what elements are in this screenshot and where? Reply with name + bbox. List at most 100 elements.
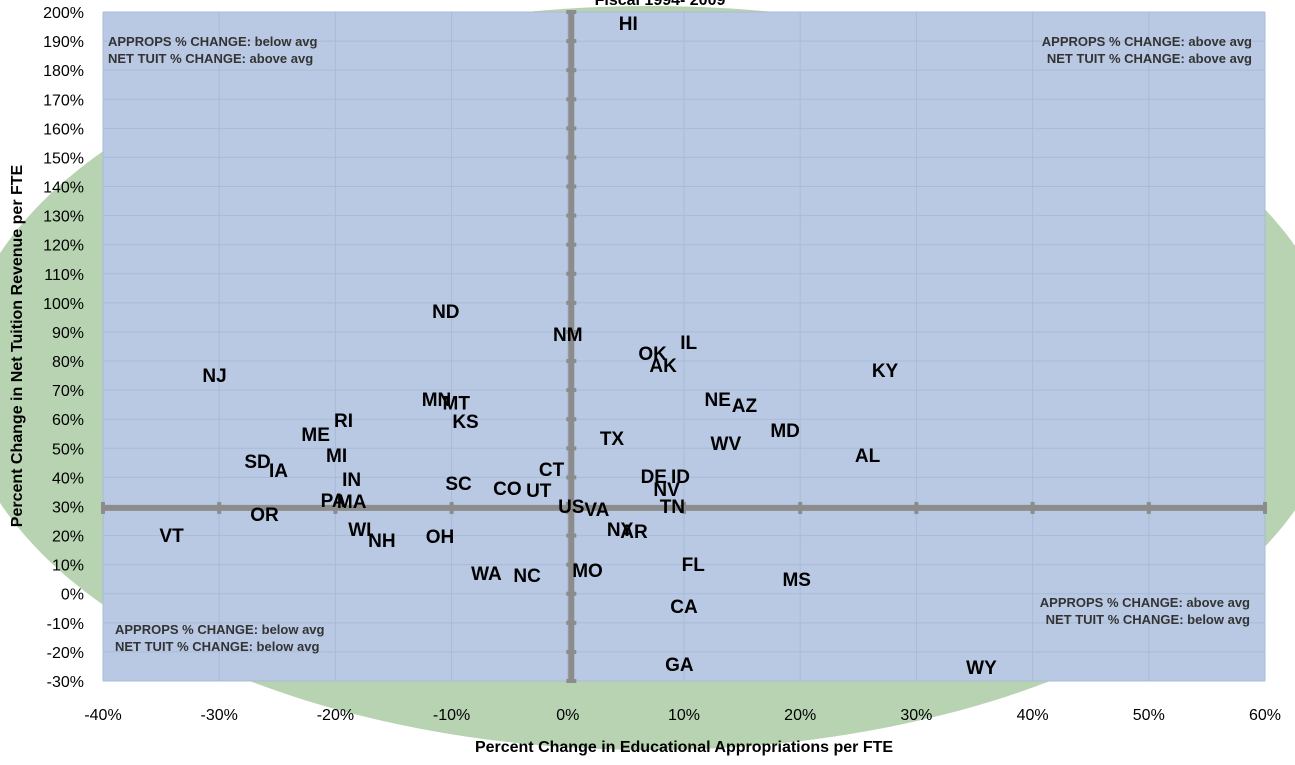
x-tick-label: 30% (900, 707, 932, 724)
point-label: AK (649, 356, 677, 377)
point-label: VT (159, 526, 184, 547)
average-tick (101, 501, 105, 514)
average-tick (333, 501, 338, 514)
point-label: UT (526, 481, 552, 502)
x-tick-label: 50% (1133, 707, 1165, 724)
average-tick (1030, 501, 1035, 514)
x-tick-label: 20% (784, 707, 816, 724)
point-label: WI (348, 520, 371, 541)
point-label: ME (301, 425, 330, 446)
average-tick (566, 649, 577, 654)
average-tick (566, 417, 577, 422)
y-tick-label: 90% (52, 325, 84, 342)
y-tick-label: 130% (43, 209, 84, 226)
point-label: WA (471, 564, 502, 585)
point-label: NE (704, 390, 730, 411)
average-tick (566, 679, 577, 683)
average-tick (566, 126, 577, 131)
y-tick-label: 40% (52, 470, 84, 487)
point-label: MS (782, 570, 811, 591)
average-tick (566, 388, 577, 393)
chart-title: Fiscal 1994- 2009 (595, 0, 726, 9)
average-tick (566, 68, 577, 73)
quadrant-note: APPROPS % CHANGE: above avg (1040, 595, 1250, 610)
y-tick-label: 0% (61, 587, 84, 604)
average-tick (217, 501, 222, 514)
point-label: WV (711, 434, 742, 455)
x-tick-label: -30% (201, 707, 238, 724)
average-tick (565, 501, 570, 514)
average-tick (566, 97, 577, 102)
point-label: SD (244, 452, 270, 473)
average-tick (566, 533, 577, 538)
point-label: HI (619, 14, 638, 35)
point-label: SC (445, 474, 472, 495)
point-label: CA (670, 597, 698, 618)
point-label: MD (770, 421, 800, 442)
point-label: FL (682, 555, 706, 576)
average-tick (798, 501, 803, 514)
average-tick (566, 300, 577, 305)
point-label: NV (653, 480, 680, 501)
x-tick-label: 60% (1249, 707, 1281, 724)
average-tick (566, 562, 577, 567)
y-tick-label: 110% (44, 267, 84, 284)
quadrant-note: NET TUIT % CHANGE: below avg (115, 639, 319, 654)
point-label: ND (432, 302, 459, 323)
x-tick-label: -40% (84, 707, 121, 724)
point-label: VA (584, 500, 609, 521)
point-label: IN (342, 470, 361, 491)
y-tick-label: 30% (52, 499, 84, 516)
point-label: KY (872, 361, 899, 382)
point-label: IL (680, 333, 697, 354)
y-tick-label: 50% (52, 441, 84, 458)
x-tick-label: -10% (433, 707, 470, 724)
point-label: AL (855, 446, 881, 467)
average-tick (566, 359, 577, 364)
x-tick-label: -20% (317, 707, 354, 724)
point-label: NM (553, 325, 583, 346)
average-tick (566, 271, 577, 276)
point-label: TX (600, 429, 625, 450)
point-label: ID (671, 467, 690, 488)
x-tick-label: 10% (668, 707, 700, 724)
average-tick (566, 446, 577, 451)
y-tick-label: 120% (43, 238, 84, 255)
quadrant-note: APPROPS % CHANGE: below avg (108, 34, 318, 49)
point-label: AR (620, 522, 648, 543)
point-label: RI (334, 411, 353, 432)
point-label: NC (513, 566, 541, 587)
point-label: MA (337, 492, 367, 513)
x-tick-label: 0% (556, 707, 579, 724)
y-tick-label: 10% (52, 558, 84, 575)
average-tick (566, 213, 577, 218)
y-tick-label: -20% (47, 645, 84, 662)
point-label: OH (426, 527, 455, 548)
point-label: AZ (732, 396, 758, 417)
y-tick-label: 170% (43, 92, 84, 109)
average-tick (566, 10, 577, 14)
x-tick-label: 40% (1017, 707, 1049, 724)
point-label: DE (641, 467, 667, 488)
point-label: NY (607, 520, 634, 541)
average-tick (1263, 501, 1267, 514)
point-label: KS (452, 412, 478, 433)
point-label: OR (250, 505, 279, 526)
average-tick (566, 504, 577, 509)
average-tick (1146, 501, 1151, 514)
y-tick-label: 150% (43, 150, 84, 167)
point-label: NH (368, 531, 395, 552)
point-label: CT (539, 460, 565, 481)
quadrant-note: APPROPS % CHANGE: above avg (1042, 34, 1252, 49)
y-tick-label: -30% (47, 674, 84, 691)
average-tick (566, 242, 577, 247)
quadrant-note: NET TUIT % CHANGE: below avg (1046, 612, 1250, 627)
y-tick-label: 70% (52, 383, 84, 400)
point-label: MN (422, 390, 452, 411)
point-label: MI (326, 446, 347, 467)
point-label: OK (638, 344, 667, 365)
average-tick (566, 620, 577, 625)
point-label: NJ (202, 366, 226, 387)
average-tick (566, 155, 577, 160)
